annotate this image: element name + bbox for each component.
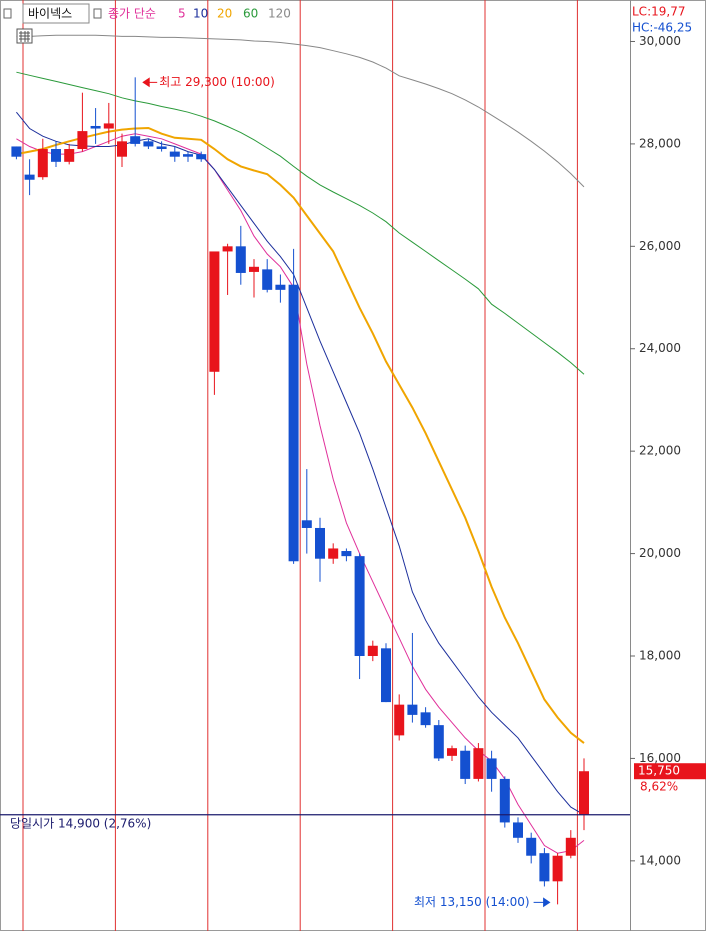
candle-body xyxy=(24,174,35,180)
y-tick-label: 14,000 xyxy=(639,853,681,867)
ma-label: 종가 단순 xyxy=(108,7,156,21)
last-price-label: 15,750 xyxy=(638,764,680,778)
candle-body xyxy=(77,131,88,150)
candle-body xyxy=(341,551,352,557)
ma-line xyxy=(16,126,585,744)
low-note: 최저 13,150 (14:00) xyxy=(414,895,530,909)
candle-body xyxy=(209,251,220,372)
candle-body xyxy=(235,246,246,273)
candle-body xyxy=(288,284,299,562)
legend-entry: 5 xyxy=(178,7,186,21)
candle-body xyxy=(433,725,444,759)
candle-body xyxy=(143,141,154,147)
legend-entry: 20 xyxy=(217,7,232,21)
y-tick-label: 18,000 xyxy=(639,649,681,663)
candle-body xyxy=(222,246,233,252)
grid-icon-lines xyxy=(19,31,30,42)
candle-body xyxy=(117,141,127,157)
y-tick-label: 20,000 xyxy=(639,546,681,560)
open-line-label: 당일시가 14,900 (2,76%) xyxy=(10,816,151,830)
candle-body xyxy=(90,125,101,129)
legend-icon xyxy=(3,8,12,19)
last-price-change: 8,62% xyxy=(640,780,678,794)
legend-icon xyxy=(93,8,102,19)
candle-body xyxy=(407,704,418,715)
candle-body xyxy=(275,284,286,290)
candle-body xyxy=(37,149,48,178)
last-price-box xyxy=(634,763,706,780)
y-tick-label: 26,000 xyxy=(639,239,681,253)
legend-entry: 10 xyxy=(193,7,208,21)
y-tick-label: 16,000 xyxy=(639,751,681,765)
candle-body xyxy=(565,837,576,856)
candle-body xyxy=(420,712,431,726)
candle-body xyxy=(328,548,339,559)
note-arrow xyxy=(142,77,158,88)
candle-body xyxy=(11,146,22,157)
candle-body xyxy=(196,154,207,160)
candle-body xyxy=(51,149,61,162)
candle-body xyxy=(486,758,497,779)
candle-body xyxy=(499,778,510,823)
candle-body xyxy=(367,645,378,657)
candle-body xyxy=(460,750,471,779)
candle-body xyxy=(103,123,114,129)
y-tick-label: 22,000 xyxy=(639,444,681,458)
title-box[interactable] xyxy=(22,3,90,24)
candle-body xyxy=(301,520,312,528)
candle-body xyxy=(183,154,193,157)
candles xyxy=(11,77,589,905)
ma-line xyxy=(16,111,585,816)
candle-body xyxy=(315,527,325,559)
candle-body xyxy=(552,855,563,882)
high-note: 최고 29,300 (10:00) xyxy=(159,75,275,89)
hc-label: HC:-46,25 xyxy=(632,21,692,35)
candle-body xyxy=(64,149,75,162)
candle-body xyxy=(130,136,141,144)
y-tick-label: 24,000 xyxy=(639,341,681,355)
day-separators xyxy=(22,0,578,931)
y-tick-label: 28,000 xyxy=(639,136,681,150)
candle-body xyxy=(381,648,391,703)
candle-body xyxy=(579,771,589,815)
y-tick-label: 30,000 xyxy=(639,34,681,48)
ma-line xyxy=(16,71,585,375)
candle-body xyxy=(473,748,484,779)
lc-hc-bg xyxy=(631,2,705,36)
note-arrow xyxy=(533,897,551,908)
candle-body xyxy=(447,748,457,756)
chart-title: 바이넥스 xyxy=(28,7,72,21)
candle-body xyxy=(354,556,365,657)
legend-entry: 120 xyxy=(268,7,291,21)
candle-body xyxy=(513,822,523,838)
candle-body xyxy=(394,704,405,736)
candle-body xyxy=(169,151,180,157)
candle-body xyxy=(249,266,259,272)
legend-entry: 60 xyxy=(243,7,258,21)
candle-body xyxy=(156,146,167,150)
candle-body xyxy=(539,853,550,882)
overlay: 바이넥스 종가 단순 5 10 20 60 120 최고 29,300 (10:00) 최저… xyxy=(3,3,551,909)
candle-body xyxy=(526,837,537,856)
ma-line xyxy=(16,34,585,188)
lc-label: LC:19,77 xyxy=(632,5,685,19)
candle-body xyxy=(262,269,273,290)
